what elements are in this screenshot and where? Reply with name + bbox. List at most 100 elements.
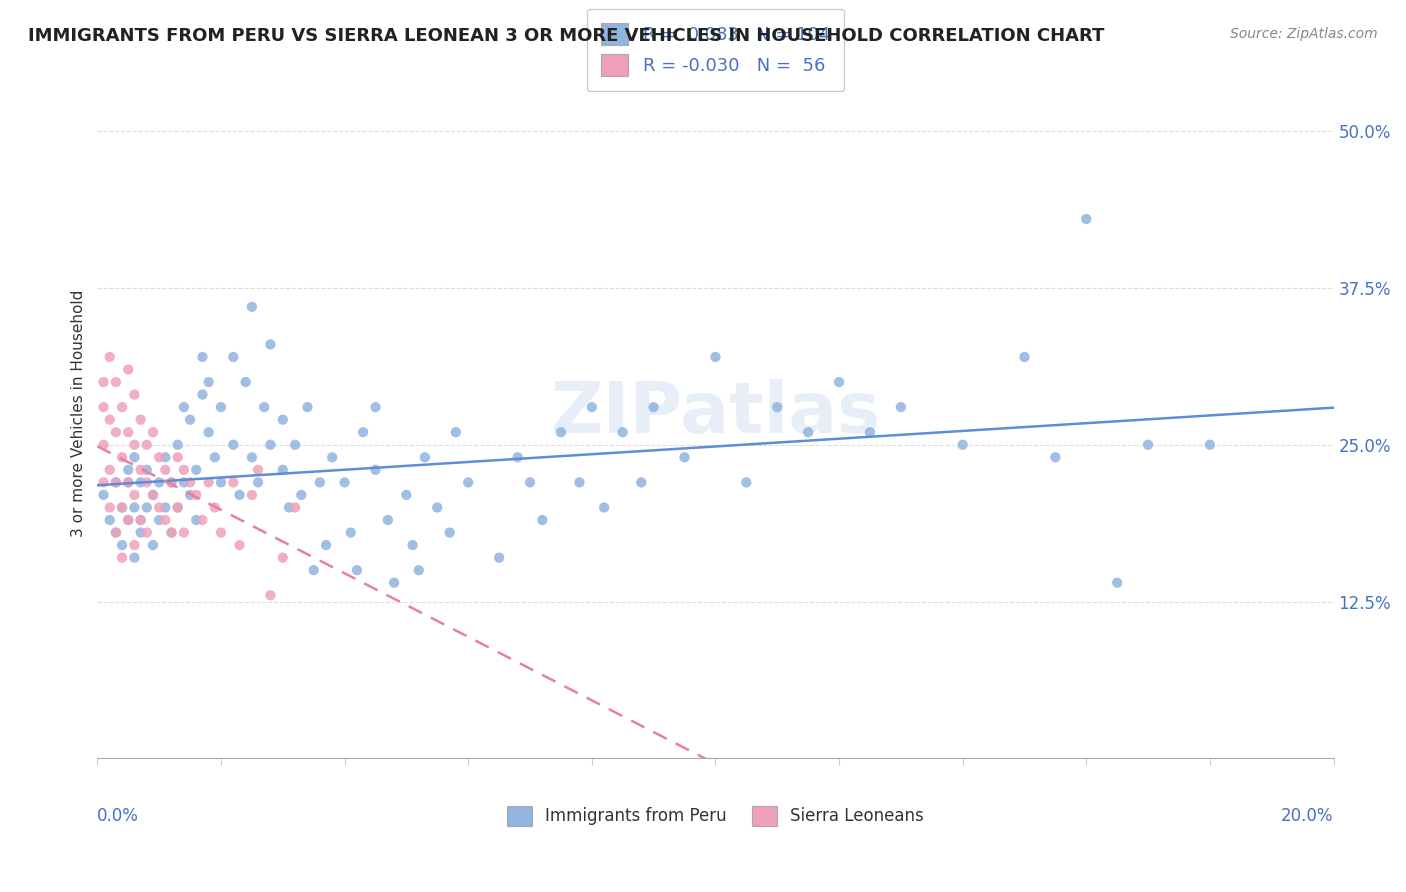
Point [166,500,188,515]
Point [160,525,183,540]
Point [247,475,270,490]
Point [235,375,257,389]
Point [111,500,134,515]
Point [166,450,188,465]
Point [111,400,134,414]
Point [124,500,146,515]
Point [240,488,263,502]
Point [377,513,399,527]
Point [129,513,152,527]
Point [643,400,665,414]
Point [426,500,449,515]
Point [135,525,157,540]
Point [155,500,177,515]
Point [612,425,634,440]
Point [550,425,572,440]
Point [179,475,201,490]
Point [408,563,430,577]
Point [166,438,188,452]
Point [117,463,139,477]
Point [278,500,301,515]
Point [197,475,219,490]
Point [117,513,139,527]
Point [117,475,139,490]
Point [148,450,170,465]
Y-axis label: 3 or more Vehicles in Household: 3 or more Vehicles in Household [72,290,86,537]
Text: Source: ZipAtlas.com: Source: ZipAtlas.com [1230,27,1378,41]
Legend: Immigrants from Peru, Sierra Leoneans: Immigrants from Peru, Sierra Leoneans [501,799,931,833]
Point [321,450,343,465]
Point [952,438,974,452]
Point [104,475,127,490]
Text: 20.0%: 20.0% [1281,806,1333,824]
Point [290,488,312,502]
Point [259,438,281,452]
Text: IMMIGRANTS FROM PERU VS SIERRA LEONEAN 3 OR MORE VEHICLES IN HOUSEHOLD CORRELATI: IMMIGRANTS FROM PERU VS SIERRA LEONEAN 3… [28,27,1105,45]
Point [117,513,139,527]
Point [173,475,195,490]
Point [179,413,201,427]
Point [142,425,165,440]
Point [859,425,882,440]
Point [704,350,727,364]
Point [104,525,127,540]
Point [186,463,208,477]
Point [93,400,115,414]
Point [519,475,541,490]
Point [247,463,270,477]
Point [531,513,554,527]
Point [129,413,152,427]
Point [444,425,467,440]
Point [93,475,115,490]
Point [209,400,232,414]
Point [191,387,214,401]
Point [1137,438,1160,452]
Point [457,475,479,490]
Point [124,387,146,401]
Point [104,425,127,440]
Point [228,488,250,502]
Point [142,488,165,502]
Point [155,450,177,465]
Point [197,425,219,440]
Point [581,400,603,414]
Point [160,475,183,490]
Point [339,525,361,540]
Point [160,525,183,540]
Point [797,425,820,440]
Point [204,450,226,465]
Point [98,513,121,527]
Point [129,475,152,490]
Point [117,362,139,376]
Point [222,475,245,490]
Point [179,488,201,502]
Point [197,375,219,389]
Point [186,488,208,502]
Point [308,475,330,490]
Point [568,475,591,490]
Point [259,337,281,351]
Point [155,463,177,477]
Point [271,463,294,477]
Point [142,488,165,502]
Point [160,475,183,490]
Point [222,350,245,364]
Point [1107,575,1129,590]
Point [148,475,170,490]
Point [271,413,294,427]
Point [240,300,263,314]
Point [104,375,127,389]
Point [209,475,232,490]
Point [98,500,121,515]
Point [104,525,127,540]
Point [364,400,387,414]
Point [209,525,232,540]
Point [259,588,281,602]
Point [117,475,139,490]
Point [333,475,356,490]
Point [104,475,127,490]
Point [271,550,294,565]
Point [173,463,195,477]
Point [186,513,208,527]
Point [117,425,139,440]
